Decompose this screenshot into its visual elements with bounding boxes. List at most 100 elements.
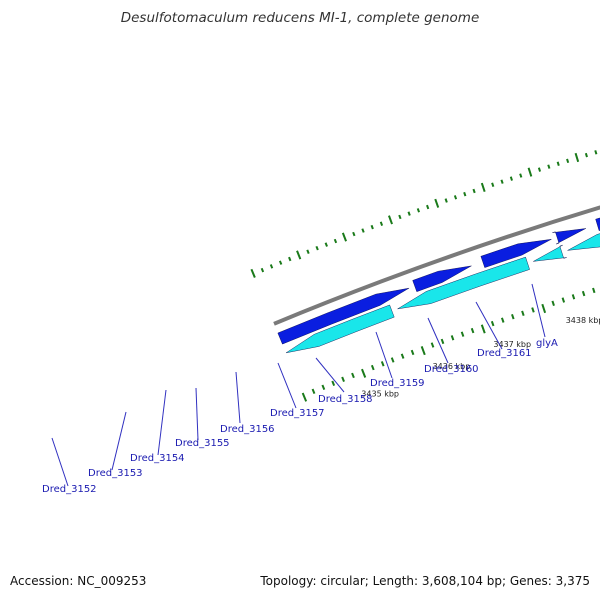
inner-ring-tick [311,388,316,394]
scale-kbp-label: 3437 kbp [493,340,531,349]
outer-ring-tick [426,204,430,210]
gene-label-connector [157,389,167,456]
outer-ring-tick [352,231,356,237]
outer-ring-tick [537,167,542,172]
gene-label: glyA [536,338,558,349]
gene-label: Dred_3161 [477,348,532,359]
gene-label-connector [315,357,345,393]
reverse-gene-arrow [567,233,600,251]
outer-ring-tick [341,232,348,242]
inner-ring-tick [390,357,395,363]
inner-ring-tick [571,294,576,300]
inner-ring-tick [341,376,345,383]
outer-ring-tick [407,211,411,216]
gene-label: Dred_3153 [88,468,143,479]
outer-ring-tick [278,260,283,265]
outer-ring-tick [444,198,448,203]
reverse-gene-arrow [397,256,530,310]
inner-ring-tick [592,287,596,294]
scale-kbp-label: 3438 kbp [566,316,600,325]
outer-ring-tick [584,152,588,158]
inner-ring-tick [321,384,326,390]
inner-ring-tick [511,314,515,320]
outer-ring-tick [500,179,504,184]
forward-gene-arrow [595,217,600,231]
gene-label: Dred_3159 [370,378,425,389]
gene-label-connector [235,371,241,424]
topology-text: Topology: circular; Length: 3,608,104 bp… [260,574,590,588]
gene-label-connector [111,411,127,471]
gene-label: Dred_3154 [130,453,185,464]
gene-label-connector [531,283,546,338]
outer-ring-tick [491,182,495,187]
reverse-gene-arrow [533,244,567,262]
inner-ring-tick [541,303,547,314]
backbone-ring [273,205,600,326]
outer-ring-tick [324,242,328,247]
outer-ring-tick [519,173,523,178]
scale-kbp-label: 3436 kbp [433,362,471,371]
outer-ring-tick [556,161,560,166]
outer-ring-tick [398,214,402,220]
inner-ring-tick [561,297,566,303]
inner-ring-tick [410,349,415,356]
inner-ring-tick [521,310,525,316]
scale-kbp-label: 3435 kbp [361,389,399,398]
inner-ring-tick [490,320,495,327]
accession-text: Accession: NC_009253 [10,574,147,588]
inner-ring-tick [380,361,385,367]
outer-ring-tick [480,182,486,192]
outer-ring-tick [306,249,310,254]
gene-label-connector [427,317,449,364]
inner-ring-tick [370,364,375,371]
inner-ring-tick [331,380,336,386]
outer-ring-tick [434,198,440,208]
gene-label: Dred_3160 [424,364,479,375]
outer-ring-tick [260,267,265,273]
reverse-gene-arrow [285,304,395,354]
inner-ring-tick [470,327,475,334]
outer-ring-tick [547,164,551,169]
inner-ring-tick [420,346,426,356]
gene-label: Dred_3155 [175,438,230,449]
forward-gene-arrow [277,287,410,345]
outer-ring-tick [315,245,319,251]
forward-gene-arrow [480,239,552,268]
inner-ring-tick [450,335,455,341]
inner-ring-tick [480,324,486,334]
outer-ring-tick [361,228,365,233]
gene-label-connector [195,387,199,441]
outer-ring-tick [296,250,302,260]
inner-ring-tick [361,368,367,378]
gene-label-connector [51,437,69,487]
gene-label: Dred_3156 [220,424,275,435]
inner-ring-tick [460,331,465,337]
outer-ring-tick [566,158,570,164]
inner-ring-tick [351,372,355,379]
forward-gene-arrow [552,228,586,245]
outer-ring-tick [388,215,393,225]
outer-ring-tick [288,256,292,262]
gene-label-connector [375,331,393,379]
inner-ring-tick [551,300,555,306]
outer-ring-tick [594,150,598,155]
outer-ring-tick [370,224,374,230]
inner-ring-tick [301,392,308,402]
inner-ring-tick [531,307,535,313]
inner-ring-tick [440,338,445,345]
gene-label-connector [277,362,297,409]
outer-ring-tick [574,152,580,163]
gene-label: Dred_3152 [42,484,97,495]
outer-ring-tick [472,188,476,194]
inner-ring-tick [581,290,586,297]
gene-label: Dred_3157 [270,408,325,419]
outer-ring-tick [269,264,274,269]
inner-ring-tick [500,317,505,323]
inner-ring-tick [430,342,435,348]
outer-ring-tick [463,191,467,197]
outer-ring-tick [416,208,421,213]
forward-gene-arrow [412,265,472,292]
outer-ring-tick [453,195,458,200]
outer-ring-tick [333,238,338,244]
map-title: Desulfotomaculum reducens MI-1, complete… [120,10,480,26]
